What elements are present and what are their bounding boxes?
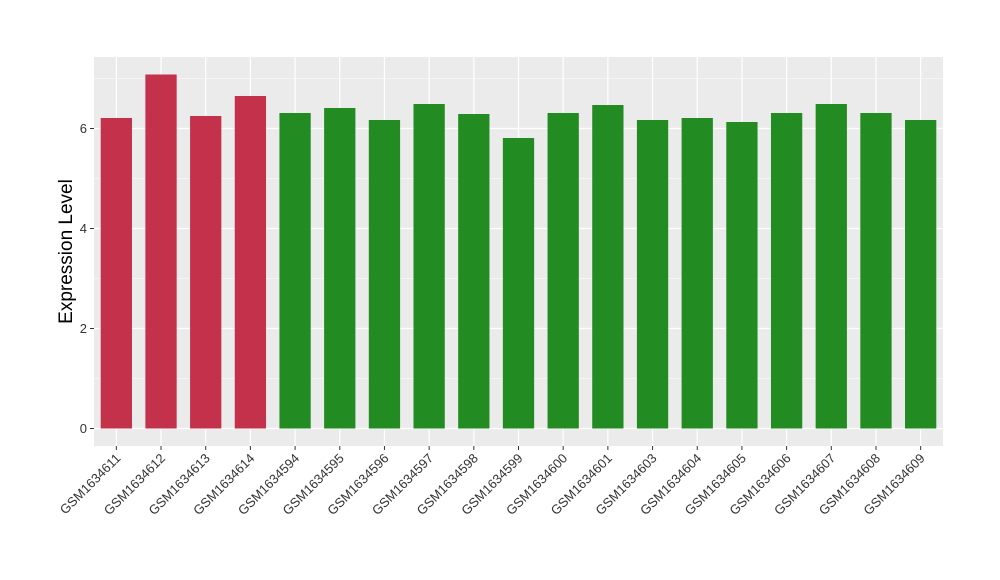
bar [458, 114, 490, 429]
bar [190, 116, 222, 429]
x-axis: GSM1634611GSM1634612GSM1634613GSM1634614… [57, 446, 928, 518]
bar [681, 118, 713, 429]
bar [905, 120, 937, 429]
bars-group [100, 74, 937, 429]
y-tick-label: 6 [80, 121, 87, 136]
bar [145, 74, 177, 429]
bar [726, 122, 758, 429]
bar [413, 104, 445, 429]
y-tick-label: 4 [80, 221, 87, 236]
bar [815, 104, 847, 429]
bar [547, 113, 579, 429]
bar [234, 96, 267, 429]
bar [770, 113, 803, 429]
bar [324, 108, 356, 429]
bar [860, 113, 892, 429]
bar [100, 118, 132, 429]
bar [502, 138, 535, 429]
y-tick-label: 0 [80, 421, 87, 436]
bar [279, 113, 311, 429]
bar [592, 105, 624, 429]
y-tick-label: 2 [80, 321, 87, 336]
y-axis: 0 2 4 6 [80, 121, 94, 436]
bar [368, 120, 401, 429]
y-axis-title: Expression Level [56, 179, 77, 324]
bar [636, 120, 669, 429]
